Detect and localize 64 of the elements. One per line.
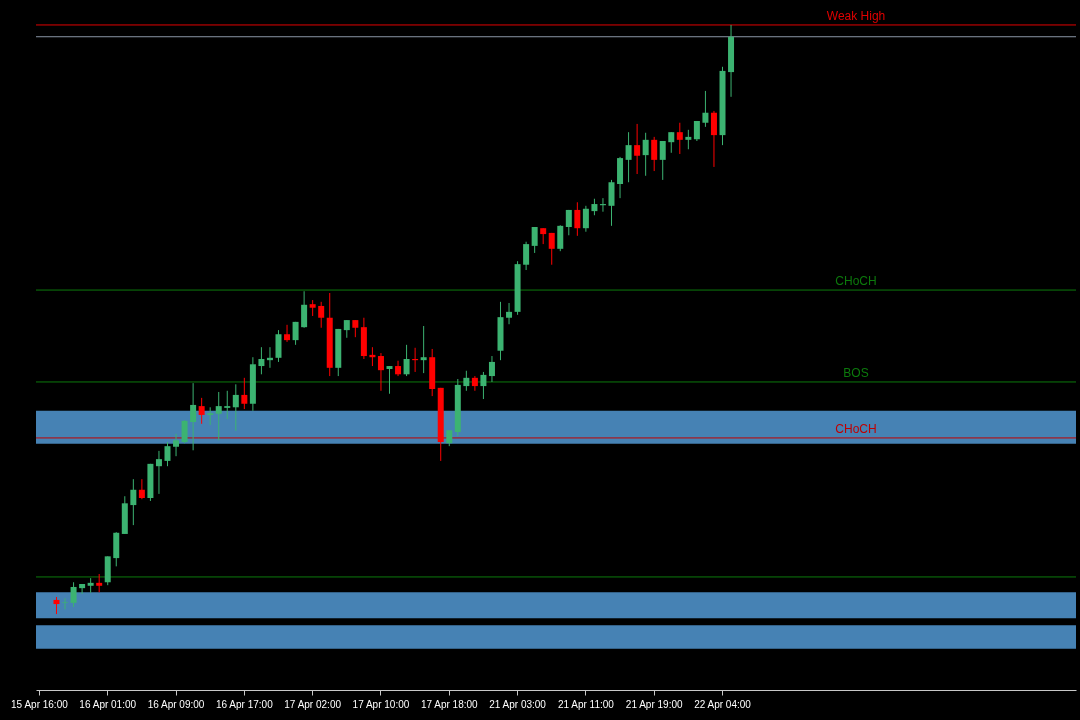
candlestick xyxy=(625,131,632,183)
candlestick xyxy=(164,441,171,467)
candlestick xyxy=(96,573,103,593)
candlestick xyxy=(130,478,137,526)
candlestick xyxy=(531,226,538,254)
candlestick xyxy=(138,478,145,500)
candlestick xyxy=(668,131,675,154)
candlestick xyxy=(377,352,384,392)
candlestick xyxy=(241,377,248,410)
candlestick xyxy=(548,232,555,266)
candlestick xyxy=(710,110,717,168)
x-tick-label: 16 Apr 01:00 xyxy=(79,698,137,710)
candlestick xyxy=(386,365,393,395)
candlestick xyxy=(685,129,692,150)
candlestick xyxy=(215,391,222,441)
x-tick-label: 21 Apr 11:00 xyxy=(557,698,615,710)
candlestick xyxy=(582,205,589,233)
candlestick xyxy=(62,597,69,610)
candlestick xyxy=(181,419,188,444)
x-tick-label: 15 Apr 16:00 xyxy=(11,698,69,710)
x-tick-label: 16 Apr 09:00 xyxy=(147,698,205,710)
candlestick xyxy=(258,346,265,375)
candlestick xyxy=(565,209,572,236)
candlestick xyxy=(651,136,658,172)
ref-line-label: CHoCH xyxy=(835,274,877,289)
candlestick xyxy=(190,382,197,451)
x-tick-label: 22 Apr 04:00 xyxy=(694,698,752,710)
candlestick xyxy=(557,224,564,252)
candlestick xyxy=(574,201,581,237)
candlestick xyxy=(198,397,205,425)
candlestick xyxy=(471,375,478,392)
candlestick xyxy=(506,302,513,325)
x-tick-label: 16 Apr 17:00 xyxy=(215,698,274,710)
candlestick xyxy=(403,344,410,377)
ref-line-label: CHoCH xyxy=(835,421,877,436)
candlestick xyxy=(173,433,180,457)
candlestick xyxy=(301,290,308,329)
x-tick-label: 17 Apr 10:00 xyxy=(352,698,410,710)
candlestick xyxy=(642,132,649,177)
x-tick-label: 21 Apr 19:00 xyxy=(625,698,683,710)
candlestick xyxy=(488,355,495,383)
candlestick xyxy=(480,371,487,400)
candlestick xyxy=(79,583,86,595)
ref-line-label: Weak High xyxy=(826,8,886,23)
candlestick xyxy=(523,241,530,271)
x-tick-label: 17 Apr 02:00 xyxy=(284,698,342,710)
candlestick xyxy=(318,301,325,329)
candlestick xyxy=(395,360,402,377)
candlestick xyxy=(224,390,231,420)
x-tick-label: 21 Apr 03:00 xyxy=(489,698,547,710)
ref-line-label: BOS xyxy=(843,365,869,380)
candlestick xyxy=(463,370,470,392)
candlestick xyxy=(155,450,162,495)
candlestick xyxy=(659,140,666,181)
candlestick xyxy=(634,123,641,175)
candlestick xyxy=(608,179,615,227)
candlestick xyxy=(232,383,239,432)
candlestick xyxy=(284,324,291,343)
candlestick xyxy=(275,329,282,363)
x-tick-label: 17 Apr 18:00 xyxy=(420,698,479,710)
candlestick xyxy=(702,90,709,128)
candlestick xyxy=(676,122,683,155)
candlestick xyxy=(420,325,427,374)
candlestick xyxy=(70,581,77,608)
